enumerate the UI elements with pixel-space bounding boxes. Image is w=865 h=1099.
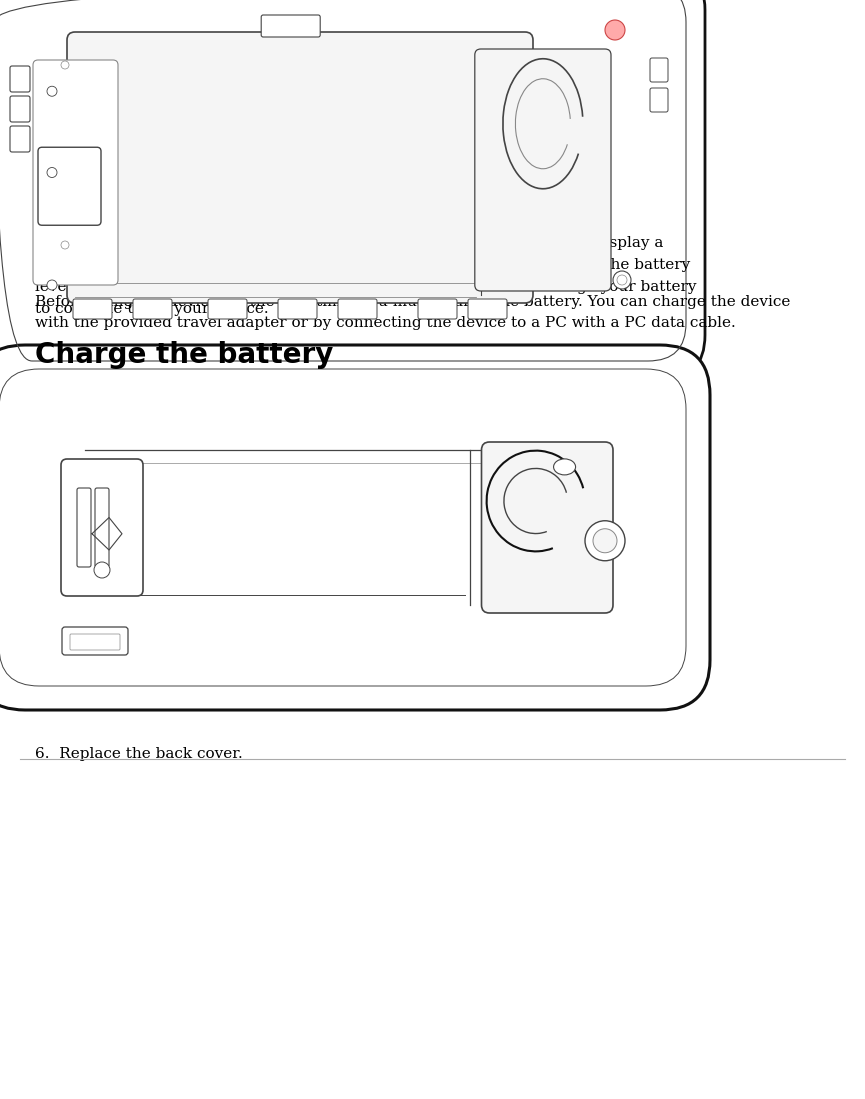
Text: Open the cover to the multifunction jack on the top of the device.: Open the cover to the multifunction jack…	[82, 93, 588, 108]
Circle shape	[47, 280, 57, 290]
FancyBboxPatch shape	[468, 299, 507, 319]
Circle shape	[613, 271, 631, 289]
FancyBboxPatch shape	[418, 299, 457, 319]
Text: : When your battery is low, the device will emit a warning tone and display a: : When your battery is low, the device w…	[71, 236, 663, 251]
FancyBboxPatch shape	[338, 299, 377, 319]
FancyBboxPatch shape	[70, 634, 120, 650]
FancyBboxPatch shape	[650, 88, 668, 112]
FancyBboxPatch shape	[62, 628, 128, 655]
FancyBboxPatch shape	[95, 488, 109, 567]
FancyBboxPatch shape	[10, 126, 30, 152]
Text: Charge with the travel adapter: Charge with the travel adapter	[35, 123, 274, 137]
FancyBboxPatch shape	[0, 0, 705, 380]
FancyBboxPatch shape	[208, 299, 247, 319]
FancyBboxPatch shape	[10, 66, 30, 92]
Text: to continue using your device.: to continue using your device.	[35, 302, 268, 317]
Text: level becomes too low, the device will automatically power off. Recharge your ba: level becomes too low, the device will a…	[35, 280, 696, 295]
Circle shape	[47, 167, 57, 178]
FancyBboxPatch shape	[33, 60, 118, 285]
Ellipse shape	[554, 459, 575, 475]
Circle shape	[585, 521, 625, 560]
Text: Before using the device for the first time, you must charge the battery. You can: Before using the device for the first ti…	[35, 295, 790, 309]
Text: with the provided travel adapter or by connecting the device to a PC with a PC d: with the provided travel adapter or by c…	[35, 315, 735, 330]
FancyBboxPatch shape	[650, 58, 668, 82]
Text: Charge the battery: Charge the battery	[35, 341, 333, 368]
FancyBboxPatch shape	[278, 299, 317, 319]
FancyBboxPatch shape	[38, 147, 101, 225]
Circle shape	[605, 20, 625, 40]
FancyBboxPatch shape	[261, 15, 320, 37]
FancyBboxPatch shape	[0, 345, 710, 710]
Circle shape	[61, 241, 69, 249]
Text: 1.: 1.	[48, 93, 62, 108]
FancyBboxPatch shape	[61, 459, 143, 596]
FancyBboxPatch shape	[67, 32, 533, 303]
Circle shape	[94, 562, 110, 578]
Circle shape	[47, 86, 57, 97]
Text: Plug the small end of the travel adapter into the multifunction jack.: Plug the small end of the travel adapter…	[82, 60, 605, 75]
FancyBboxPatch shape	[133, 299, 172, 319]
FancyBboxPatch shape	[73, 299, 112, 319]
Circle shape	[593, 529, 617, 553]
Text: 6.  Replace the back cover.: 6. Replace the back cover.	[35, 747, 242, 762]
FancyBboxPatch shape	[10, 96, 30, 122]
Circle shape	[617, 275, 627, 285]
Circle shape	[61, 62, 69, 69]
Text: NOTE: NOTE	[35, 236, 85, 251]
Text: low battery message. The battery icon will also be empty and turn red. If the ba: low battery message. The battery icon wi…	[35, 258, 690, 273]
Text: 2.: 2.	[48, 60, 62, 75]
FancyBboxPatch shape	[475, 49, 611, 291]
FancyBboxPatch shape	[77, 488, 91, 567]
FancyBboxPatch shape	[482, 442, 613, 613]
